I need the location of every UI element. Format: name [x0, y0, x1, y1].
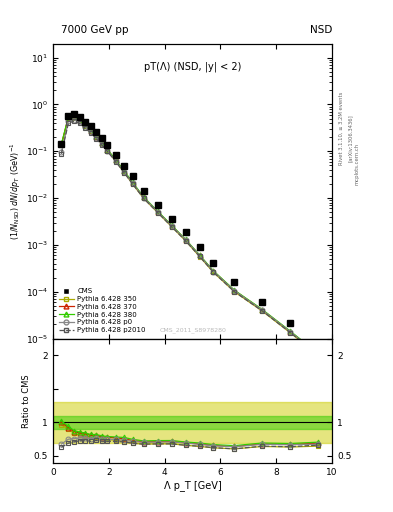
Text: Rivet 3.1.10, ≥ 3.2M events: Rivet 3.1.10, ≥ 3.2M events: [339, 91, 344, 165]
Y-axis label: Ratio to CMS: Ratio to CMS: [22, 374, 31, 428]
Text: 7000 GeV pp: 7000 GeV pp: [61, 25, 129, 35]
Bar: [53, 416, 332, 429]
Text: NSD: NSD: [310, 25, 332, 35]
Text: pT(Λ) (NSD, |y| < 2): pT(Λ) (NSD, |y| < 2): [144, 61, 241, 72]
Text: mcplots.cern.ch: mcplots.cern.ch: [355, 143, 360, 185]
Y-axis label: $(1/N_\mathrm{NSD})\ dN/dp_T\ (\mathrm{GeV})^{-1}$: $(1/N_\mathrm{NSD})\ dN/dp_T\ (\mathrm{G…: [9, 142, 23, 240]
X-axis label: Λ p_T [GeV]: Λ p_T [GeV]: [164, 480, 221, 491]
Bar: [53, 402, 332, 442]
Text: [arXiv:1306.3436]: [arXiv:1306.3436]: [347, 114, 353, 162]
Text: CMS_2011_S8978280: CMS_2011_S8978280: [159, 327, 226, 333]
Legend: CMS, Pythia 6.428 350, Pythia 6.428 370, Pythia 6.428 380, Pythia 6.428 p0, Pyth: CMS, Pythia 6.428 350, Pythia 6.428 370,…: [57, 286, 148, 335]
